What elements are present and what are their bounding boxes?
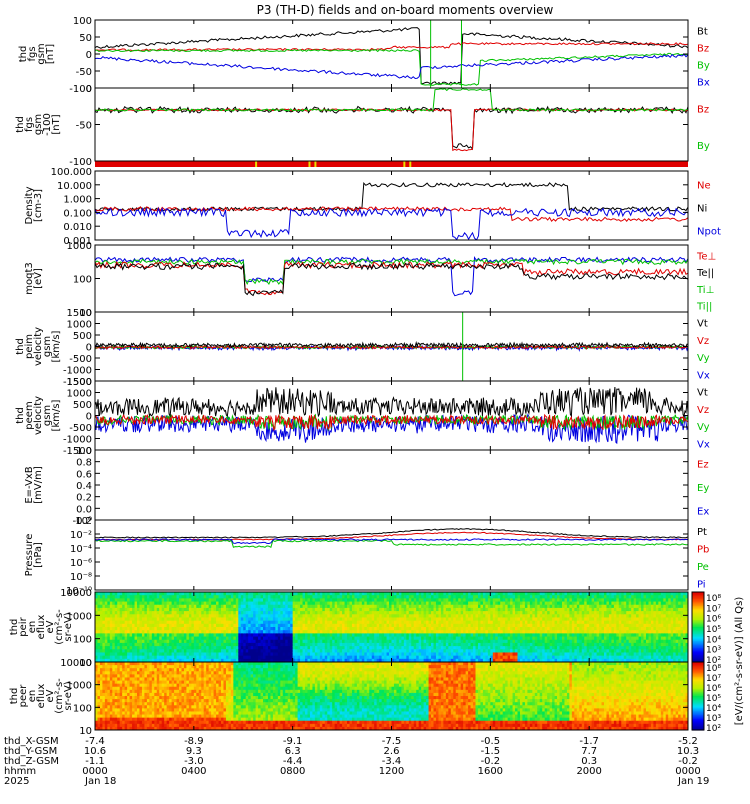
y-tick-label: 0.6 xyxy=(76,469,92,480)
legend-item: Pt xyxy=(697,527,707,538)
legend-item: Vx xyxy=(697,439,710,450)
y-tick-label: 500 xyxy=(73,400,92,411)
y-tick-label: 500 xyxy=(73,331,92,342)
y-tick-label: -1000 xyxy=(63,435,92,446)
y-tick-label: 0 xyxy=(86,50,92,61)
y-tick-label: 50 xyxy=(79,33,92,44)
status-bar xyxy=(95,161,688,167)
legend-item: Pb xyxy=(697,544,709,555)
y-tick-label: -500 xyxy=(69,423,92,434)
y-tick-label: 0 xyxy=(86,343,92,354)
legend-item: Pe xyxy=(697,562,709,573)
legend-item: Vy xyxy=(697,353,710,364)
legend-item: Ey xyxy=(697,483,709,494)
y-tick-label: 0.100 xyxy=(63,208,92,219)
status-bar-mark xyxy=(314,161,316,167)
legend-item: Vt xyxy=(697,388,708,399)
y-axis-label: [nPa] xyxy=(33,542,44,568)
legend-item: Ni xyxy=(697,204,707,215)
y-tick-label: -500 xyxy=(69,354,92,365)
legend-item: Vt xyxy=(697,319,708,330)
y-axis-label: [eV] xyxy=(33,268,44,289)
y-tick-label: 0.8 xyxy=(76,458,92,469)
y-tick-label: 0.010 xyxy=(63,222,92,233)
y-axis-label: [nT] xyxy=(45,44,56,64)
y-tick-label: 0.0 xyxy=(76,504,92,515)
y-tick-label: 10⁻⁸ xyxy=(70,572,92,583)
y-axis-label: [mV/m] xyxy=(33,466,44,504)
legend-item: Vy xyxy=(697,422,710,433)
y-tick-label: 10⁰ xyxy=(75,516,92,527)
y-axis-label: [km/s] xyxy=(51,399,62,431)
legend-item: Vz xyxy=(697,336,709,347)
y-tick-label: 1000 xyxy=(67,320,92,331)
legend-item: Bz xyxy=(697,104,709,115)
y-tick-label: 1.0 xyxy=(76,446,92,457)
legend-item: Bx xyxy=(697,78,710,89)
y-tick-label: 10⁻² xyxy=(70,530,92,541)
y-axis-label: [nT] xyxy=(51,114,62,134)
legend-item: Bt xyxy=(697,27,708,38)
legend-item: Ex xyxy=(697,506,709,517)
y-tick-label: 0.4 xyxy=(76,481,92,492)
legend-item: Ez xyxy=(697,460,709,471)
y-axis-label: [km/s] xyxy=(51,330,62,362)
legend-item: Te|| xyxy=(696,268,714,279)
legend-item: Ti|| xyxy=(696,302,712,313)
legend-item: By xyxy=(697,61,710,72)
y-tick-label: -1000 xyxy=(63,366,92,377)
y-tick-label: 10⁻⁴ xyxy=(70,544,92,555)
y-tick-label: -50 xyxy=(76,67,92,78)
legend-item: By xyxy=(697,141,710,152)
status-bar-mark xyxy=(403,161,405,167)
chart-title: P3 (TH-D) fields and on-board moments ov… xyxy=(257,3,554,17)
legend-item: Vx xyxy=(697,370,710,381)
legend-item: Pi xyxy=(697,579,706,590)
y-axis-label: [cm-3] xyxy=(33,189,44,222)
y-tick-label: 10⁻⁶ xyxy=(70,558,92,569)
panel-9: 10000100010010thdpeirenefluxeV(cm²-s-sr-… xyxy=(9,588,689,669)
y-tick-label: 1.000 xyxy=(63,195,92,206)
legend-item: Npot xyxy=(697,227,721,238)
y-tick-label: 10.000 xyxy=(57,181,92,192)
status-bar-mark xyxy=(308,161,310,167)
y-tick-label: 0 xyxy=(86,84,92,95)
legend-item: Vz xyxy=(697,405,709,416)
y-tick-label: 1500 xyxy=(67,377,92,388)
legend-item: Ti⊥ xyxy=(696,285,714,296)
y-tick-label: 1000 xyxy=(67,241,92,252)
status-bar-mark xyxy=(409,161,411,167)
status-bar-mark xyxy=(255,161,257,167)
legend-item: Ne xyxy=(697,181,711,192)
panel-content xyxy=(95,592,689,663)
y-tick-label: 100.000 xyxy=(51,167,92,178)
legend-item: Bz xyxy=(697,44,709,55)
y-tick-label: 1500 xyxy=(67,308,92,319)
y-tick-label: 0.2 xyxy=(76,493,92,504)
y-tick-label: 100 xyxy=(73,275,92,286)
legend-item: Te⊥ xyxy=(696,251,716,262)
y-tick-label: 1000 xyxy=(67,389,92,400)
y-tick-label: 0 xyxy=(86,412,92,423)
y-tick-label: 100 xyxy=(73,16,92,27)
y-tick-label: -50 xyxy=(76,121,92,132)
